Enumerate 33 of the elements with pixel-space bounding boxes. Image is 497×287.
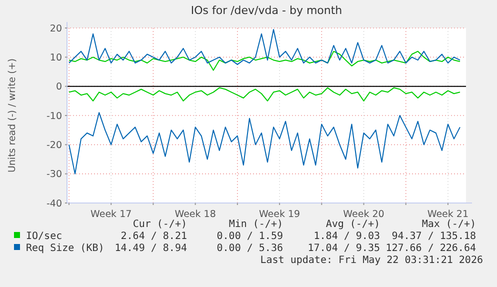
y-tick-label: -40 bbox=[46, 198, 62, 210]
y-tick-label: 20 bbox=[50, 23, 62, 34]
text: Last update: Fri May 22 03:31:21 2026 bbox=[260, 255, 483, 266]
text: Min (-/+) bbox=[228, 219, 283, 230]
legend-label: Req Size (KB) bbox=[26, 243, 104, 254]
y-tick-label: 0 bbox=[56, 82, 62, 93]
text: 2.64 / 8.21 bbox=[120, 231, 187, 242]
text: 94.37 / 135.18 bbox=[392, 231, 476, 242]
x-tick-label: Week 19 bbox=[258, 209, 300, 220]
y-axis-title: Units read (-) / write (+) bbox=[7, 58, 18, 173]
line-series bbox=[68, 112, 460, 174]
text: 127.66 / 226.64 bbox=[386, 243, 476, 254]
legend-label: IO/sec bbox=[26, 231, 62, 242]
x-tick-label: Week 17 bbox=[90, 209, 132, 220]
text: Avg (-/+) bbox=[326, 219, 380, 230]
text: 0.00 / 5.36 bbox=[216, 243, 283, 254]
y-tick-label: 10 bbox=[50, 52, 62, 64]
text: 14.49 / 8.94 bbox=[114, 243, 187, 254]
text: Cur (-/+) bbox=[132, 219, 187, 230]
text: Max (-/+) bbox=[422, 219, 476, 230]
line-series bbox=[68, 50, 460, 71]
chart-title: IOs for /dev/vda - by month bbox=[190, 4, 342, 17]
text: 0.00 / 1.59 bbox=[216, 231, 283, 242]
y-tick-label: -30 bbox=[46, 169, 62, 180]
x-tick-label: Week 18 bbox=[174, 209, 216, 220]
line-series bbox=[68, 28, 460, 65]
x-tick-label: Week 20 bbox=[343, 209, 384, 220]
text: 1.84 / 9.03 bbox=[314, 231, 380, 242]
text: 17.04 / 9.35 bbox=[308, 243, 380, 254]
y-tick-label: -10 bbox=[46, 110, 62, 122]
line-series bbox=[68, 87, 460, 102]
x-tick-label: Week 21 bbox=[427, 209, 469, 220]
y-tick-label: -20 bbox=[46, 140, 62, 151]
